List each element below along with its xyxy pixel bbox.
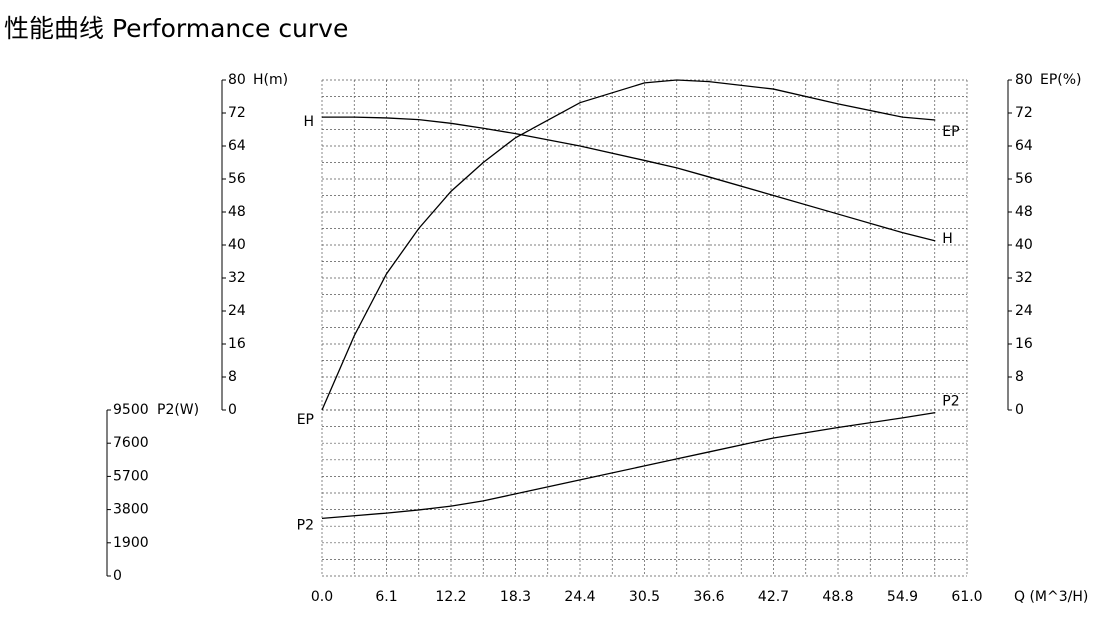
- curve-label: EP: [942, 124, 959, 140]
- y2-tick-label: 48: [1015, 204, 1033, 220]
- x-tick-label: 0.0: [311, 589, 333, 605]
- y2-tick-label: 56: [1015, 171, 1033, 187]
- y2-axis-label: EP(%): [1040, 72, 1082, 88]
- y2-tick-label: 16: [1015, 336, 1033, 352]
- y-tick-label: 24: [228, 303, 246, 319]
- y-tick-label: 16: [228, 336, 246, 352]
- x-tick-label: 61.0: [951, 589, 982, 605]
- y3-tick-label: 1900: [113, 535, 149, 551]
- chart-title: 性能曲线 Performance curve: [4, 14, 348, 43]
- x-axis-label: Q (M^3/H): [1014, 589, 1088, 605]
- x-tick-label: 48.8: [822, 589, 853, 605]
- x-tick-label: 42.7: [758, 589, 789, 605]
- curve-label: H: [303, 114, 314, 130]
- x-tick-label: 6.1: [375, 589, 397, 605]
- y-tick-label: 40: [228, 237, 246, 253]
- curve: [321, 411, 936, 519]
- y2-tick-label: 32: [1015, 270, 1033, 286]
- y-tick-label: 64: [228, 138, 246, 154]
- y-tick-label: 72: [228, 105, 246, 121]
- y-tick-label: 8: [228, 369, 237, 385]
- y-tick-label: 56: [228, 171, 246, 187]
- y3-axis-label: P2(W): [157, 402, 199, 418]
- y-tick-label: 32: [228, 270, 246, 286]
- curve-label: P2: [297, 517, 314, 533]
- x-tick-label: 36.6: [693, 589, 724, 605]
- y3-tick-label: 7600: [113, 435, 149, 451]
- y-tick-label: 0: [228, 402, 237, 418]
- x-tick-label: 24.4: [564, 589, 595, 605]
- y2-tick-label: 72: [1015, 105, 1033, 121]
- x-tick-label: 54.9: [887, 589, 918, 605]
- y2-tick-label: 80: [1015, 72, 1033, 88]
- y2-tick-label: 24: [1015, 303, 1033, 319]
- curve: [321, 79, 936, 411]
- y3-tick-label: 5700: [113, 468, 149, 484]
- curve-label: P2: [942, 394, 959, 410]
- y-tick-label: 80: [228, 72, 246, 88]
- curve: [322, 116, 936, 242]
- y-axis-label: H(m): [253, 72, 288, 88]
- y-tick-label: 48: [228, 204, 246, 220]
- curve-label: H: [942, 231, 953, 247]
- y3-tick-label: 9500: [113, 402, 149, 418]
- x-tick-label: 12.2: [435, 589, 466, 605]
- y2-tick-label: 40: [1015, 237, 1033, 253]
- y2-tick-label: 0: [1015, 402, 1024, 418]
- y2-tick-label: 64: [1015, 138, 1033, 154]
- x-tick-label: 18.3: [500, 589, 531, 605]
- y3-tick-label: 3800: [113, 502, 149, 518]
- y2-tick-label: 8: [1015, 369, 1024, 385]
- x-tick-label: 30.5: [629, 589, 660, 605]
- curve-label: EP: [297, 412, 314, 428]
- y3-tick-label: 0: [113, 568, 122, 584]
